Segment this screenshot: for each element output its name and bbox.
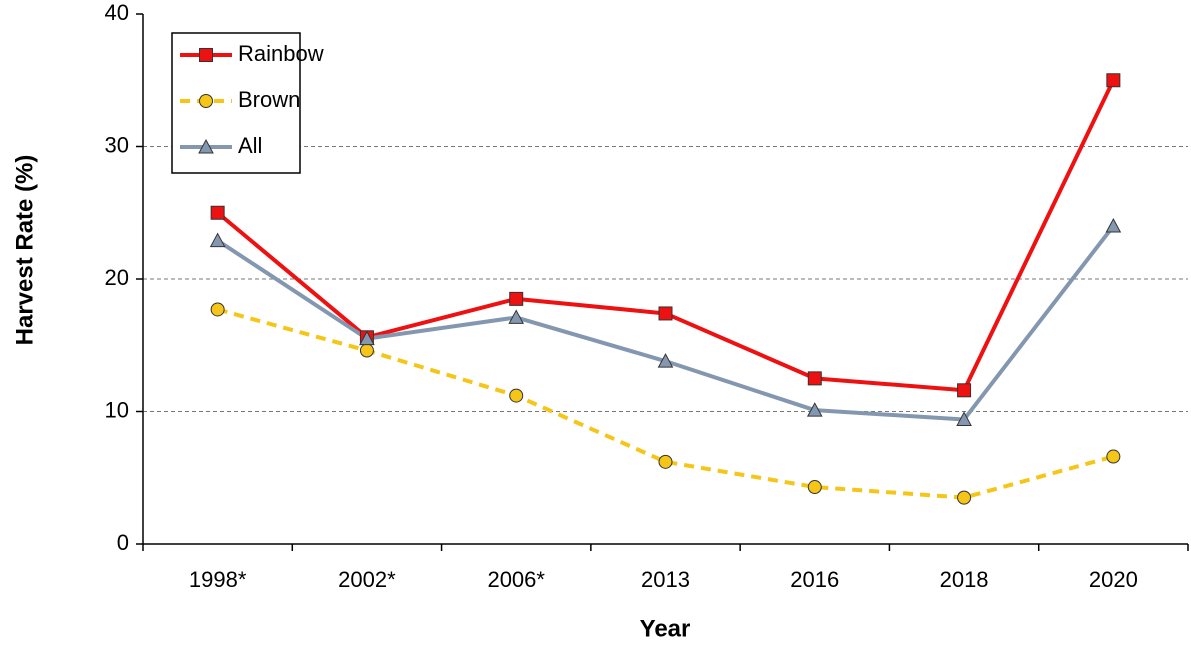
marker xyxy=(359,343,374,358)
legend-label: All xyxy=(238,133,262,158)
legend-marker xyxy=(199,94,213,108)
marker xyxy=(509,291,524,306)
series-line xyxy=(217,307,1114,500)
marker xyxy=(657,353,674,368)
marker xyxy=(1106,73,1121,88)
legend-label: Rainbow xyxy=(238,41,324,66)
marker xyxy=(806,402,823,417)
x-axis-title: Year xyxy=(640,615,691,642)
x-tick-label: 2002* xyxy=(338,567,396,592)
marker xyxy=(210,205,225,220)
marker xyxy=(807,480,822,495)
x-tick-label: 2018 xyxy=(940,567,989,592)
y-tick-label: 0 xyxy=(117,530,129,555)
x-tick-label: 2013 xyxy=(641,567,690,592)
marker xyxy=(209,232,226,248)
y-tick-label: 30 xyxy=(105,132,129,157)
legend-label: Brown xyxy=(238,87,300,112)
y-tick-label: 40 xyxy=(105,0,129,25)
marker xyxy=(658,454,673,469)
x-tick-label: 1998* xyxy=(189,567,247,592)
marker xyxy=(957,383,972,398)
x-tick-label: 2020 xyxy=(1089,567,1138,592)
x-tick-label: 2016 xyxy=(790,567,839,592)
marker xyxy=(956,411,972,426)
series-line xyxy=(216,79,1116,393)
marker xyxy=(509,388,524,403)
legend: Rainbow Brown All xyxy=(171,32,324,174)
x-tick-label: 2006* xyxy=(487,567,545,592)
marker xyxy=(1106,449,1121,464)
y-axis-title: Harvest Rate (%) xyxy=(11,155,38,346)
marker xyxy=(658,306,673,321)
legend-marker xyxy=(198,138,214,154)
marker xyxy=(807,371,822,386)
y-tick-label: 20 xyxy=(105,265,129,290)
marker xyxy=(359,330,375,346)
marker xyxy=(957,490,972,505)
marker xyxy=(210,302,225,317)
marker xyxy=(508,309,525,324)
legend-marker xyxy=(199,48,213,62)
y-tick-label: 10 xyxy=(105,397,129,422)
marker xyxy=(1105,217,1122,233)
